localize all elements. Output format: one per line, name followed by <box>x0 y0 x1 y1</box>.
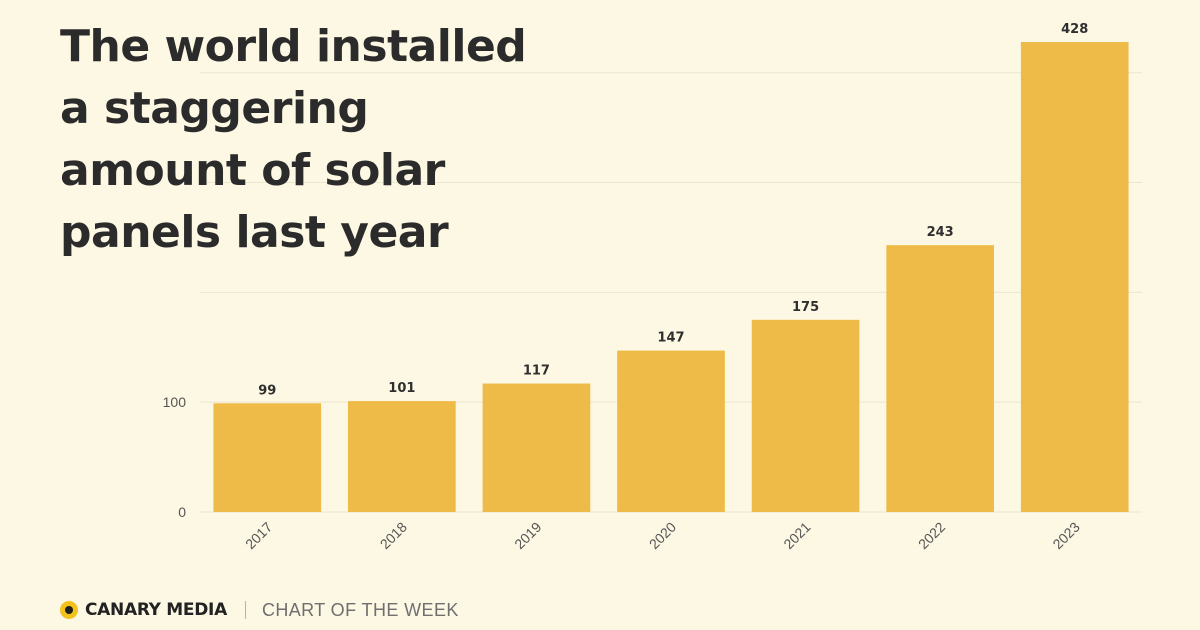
chart-data-labels: 99 101 117 147 175 243 428 <box>258 22 1088 398</box>
headline-line-1: The world installed <box>60 21 527 72</box>
headline-line-3: amount of solar <box>60 145 445 196</box>
bar-2022 <box>886 245 994 512</box>
x-tick-label-2021: 2021 <box>780 519 813 552</box>
bar-2019 <box>482 383 591 512</box>
data-label-2019: 117 <box>523 364 550 379</box>
x-tick-label-2023: 2023 <box>1049 519 1082 552</box>
bar-2020 <box>617 350 725 512</box>
bar-2017 <box>213 403 322 512</box>
chart-y-axis: 0 100 <box>163 394 187 520</box>
x-tick-label-2018: 2018 <box>377 519 410 552</box>
footer: CANARY MEDIA CHART OF THE WEEK <box>60 596 459 624</box>
data-label-2020: 147 <box>657 331 684 346</box>
y-tick-label: 0 <box>178 504 186 520</box>
x-tick-label-2017: 2017 <box>242 519 275 552</box>
x-tick-label-2020: 2020 <box>646 519 679 552</box>
headline: The world installed a staggering amount … <box>60 16 580 264</box>
bar-2021 <box>751 319 860 512</box>
data-label-2018: 101 <box>388 381 415 396</box>
x-tick-label-2022: 2022 <box>915 519 948 552</box>
chart-bars <box>213 42 1129 512</box>
x-tick-label-2019: 2019 <box>511 519 544 552</box>
headline-line-4: panels last year <box>60 207 449 258</box>
brand-name: CANARY MEDIA <box>85 600 227 620</box>
headline-line-2: a staggering <box>60 83 369 134</box>
chart-x-axis: 2017 2018 2019 2020 2021 2022 2023 <box>242 519 1083 552</box>
data-label-2017: 99 <box>258 383 276 398</box>
bar-2023 <box>1020 42 1129 512</box>
footer-divider <box>244 601 246 619</box>
chart-of-the-week-label: CHART OF THE WEEK <box>261 599 459 620</box>
canary-logo-icon <box>60 601 78 619</box>
data-label-2023: 428 <box>1061 22 1088 37</box>
y-tick-label: 100 <box>163 394 187 410</box>
bar-2018 <box>348 401 456 512</box>
data-label-2022: 243 <box>927 225 954 240</box>
data-label-2021: 175 <box>792 300 819 315</box>
